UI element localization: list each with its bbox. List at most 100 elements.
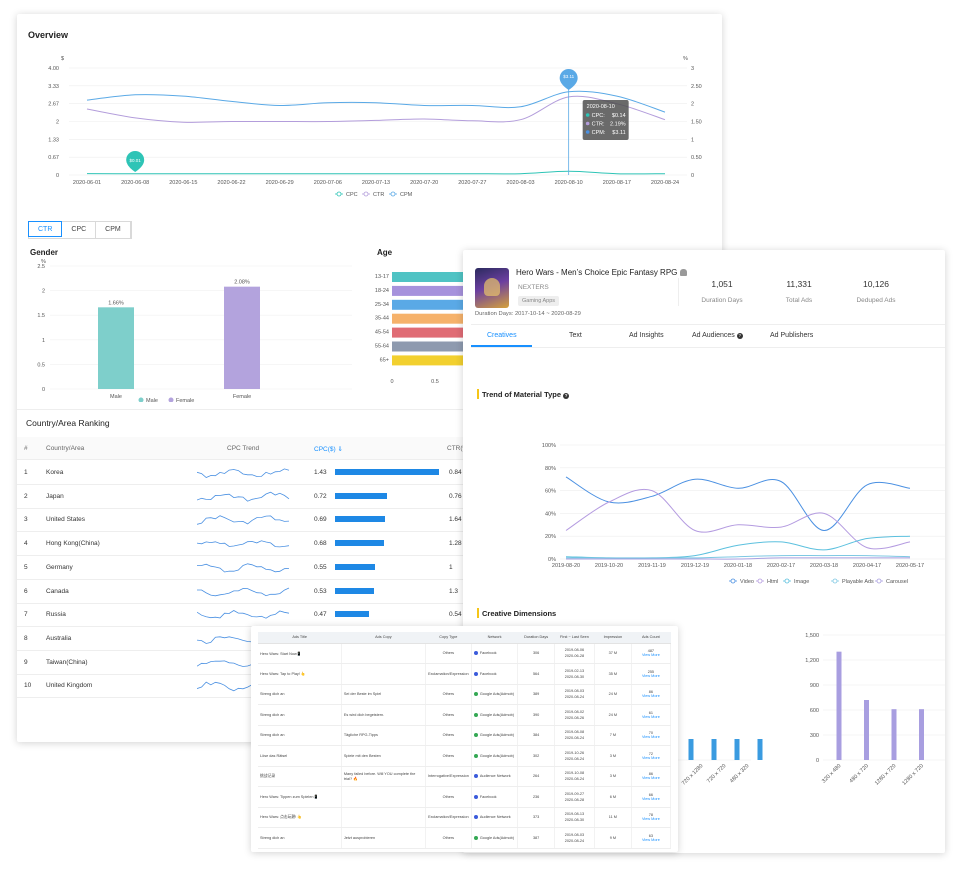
country-name[interactable]: Hong Kong(China) <box>46 540 100 548</box>
country-name[interactable]: United States <box>46 516 86 524</box>
cpc-value: 1.43 <box>314 469 327 476</box>
tab-cpm[interactable]: CPM <box>96 222 131 238</box>
table-row[interactable]: 6 Canada 0.53 1.3 <box>17 580 722 604</box>
tab-cpc[interactable]: CPC <box>62 222 97 238</box>
ads-count-cell: 72 View More <box>631 745 672 767</box>
col-ctr[interactable]: CTR(% <box>447 445 469 452</box>
col-cpc-trend: CPC Trend <box>227 445 260 452</box>
country-name[interactable]: United Kingdom <box>46 682 93 690</box>
country-name[interactable]: Germany <box>46 563 73 571</box>
table-row[interactable]: Hero Wars: Start Now📱 Others Facebook 306 20… <box>258 643 672 664</box>
col-cpc[interactable]: CPC($) ⇓ <box>314 445 343 453</box>
help-icon[interactable]: ? <box>563 393 570 399</box>
tab-ad-insights[interactable]: Ad Insights <box>629 332 664 339</box>
table-row[interactable]: 2 Japan 0.72 0.76 <box>17 485 722 509</box>
y-tick: 100% <box>542 443 556 449</box>
app-name[interactable]: Hero Wars - Men’s Choice Epic Fantasy RP… <box>516 268 687 277</box>
country-name[interactable]: Australia <box>46 634 72 642</box>
rank-number: 1 <box>24 469 28 476</box>
y-tick: 0 <box>816 758 819 764</box>
tab-ad-audiences[interactable]: Ad Audiences ? <box>692 332 743 339</box>
table-row[interactable]: Hero Wars: Tippen zum Spielen📱 Others Face… <box>258 786 672 808</box>
y-tick: 25-34 <box>375 302 389 308</box>
ads-count-cell: 86 View More <box>631 766 672 787</box>
table-row[interactable]: 5 Germany 0.55 1 <box>17 556 722 580</box>
series-line-cpc <box>86 170 666 175</box>
table-row[interactable]: Streng dich an Es wird dich begeistern. Ot… <box>258 704 672 726</box>
tab-text[interactable]: Text <box>569 332 582 339</box>
help-icon[interactable]: ? <box>736 333 743 339</box>
facebook-icon <box>473 651 478 656</box>
view-more-link[interactable]: View More <box>641 735 660 740</box>
legend-label: Playable Ads <box>842 579 874 585</box>
gender-bar-chart[interactable]: %2.5 2 1.5 1 0.5 0 1.66% Male 2.08% Female Male Fem… <box>17 257 357 402</box>
dimension-bar <box>711 739 717 760</box>
view-more-link[interactable]: View More <box>641 776 660 781</box>
stats-divider <box>678 278 679 306</box>
duration-text: Duration Days: 2017-10-14 ~ 2020-08-29 <box>475 311 581 317</box>
table-row[interactable]: 挑战记录 Many failed before. Will YOU complet… <box>258 766 672 787</box>
country-name[interactable]: Canada <box>46 587 69 595</box>
x-tick: 2020-08-10 <box>555 180 583 186</box>
ad-copy <box>341 643 426 664</box>
view-more-link[interactable]: View More <box>641 673 660 678</box>
view-more-link[interactable]: View More <box>641 755 660 760</box>
tooltip-dot <box>585 121 590 126</box>
legend-label: Video <box>740 579 754 585</box>
ads-count: 66 <box>648 792 653 797</box>
trend-title: Trend of Material Type ? <box>482 390 570 399</box>
view-more-link[interactable]: View More <box>641 796 660 801</box>
pin-high-label: $3.11 <box>563 74 574 79</box>
ad-copy: Spiele mit den Besten <box>341 745 426 767</box>
dimensions-title-bar <box>477 608 479 618</box>
view-more-link[interactable]: View More <box>641 714 660 719</box>
table-row[interactable]: Streng dich an Tägliche RPG-Tipps Others Go… <box>258 725 672 746</box>
table-row[interactable]: 1 Korea 1.43 0.84 <box>17 461 722 485</box>
table-row[interactable]: Streng dich an Sei der Beste im Spiel Othe… <box>258 684 672 705</box>
impression: 3 M <box>594 766 632 787</box>
bar-value-label: 1.66% <box>108 300 124 306</box>
overview-line-chart[interactable]: $ % 4.00 3 3.33 2.50 2.67 2 2 1.50 1.33 1 0.67 0.50 0 0… <box>17 48 722 218</box>
ad-copy: Jetzt ausprobieren <box>341 827 426 849</box>
series-line <box>565 555 911 559</box>
table-row[interactable]: Hero Wars: 点击玩耕! 👆 Exclamation/Expression… <box>258 807 672 828</box>
trend-title-label: Trend of Material Type <box>482 390 562 399</box>
age-bar-chart[interactable]: 13-17 18-24 25-34 35-44 45-54 55-64 65+ 0 0.5 <box>362 269 467 389</box>
tab-creatives[interactable]: Creatives <box>487 332 517 339</box>
cpc-bar <box>335 492 388 499</box>
y-right-tick: 1 <box>691 137 694 143</box>
table-row[interactable]: Hero Wars: Tap to Play! 👆 Exclamation/Exp… <box>258 663 672 685</box>
country-name[interactable]: Japan <box>46 492 64 500</box>
stat-total-ads-label: Total Ads <box>785 297 813 304</box>
col-country[interactable]: Country/Area <box>46 445 85 452</box>
map-pin-icon <box>126 151 145 172</box>
tab-ad-publishers[interactable]: Ad Publishers <box>770 332 814 339</box>
tooltip-value: $0.14 <box>612 113 626 119</box>
table-row[interactable]: Streng dich an Jetzt ausprobieren Others Go… <box>258 827 672 849</box>
view-more-link[interactable]: View More <box>641 653 660 658</box>
tab-ctr[interactable]: CTR <box>28 221 63 237</box>
country-name[interactable]: Korea <box>46 469 64 476</box>
table-row[interactable]: 4 Hong Kong(China) 0.68 1.28 <box>17 532 722 557</box>
copy-type: Others <box>425 745 472 767</box>
series-line <box>565 476 911 532</box>
x-tick: 2019-11-19 <box>638 563 666 569</box>
table-row[interactable]: Löse das Rätsel Spiele mit den Besten Othe… <box>258 745 672 767</box>
th-network: Network <box>471 632 518 644</box>
ad-copy: Tägliche RPG-Tipps <box>341 725 426 746</box>
view-more-link[interactable]: View More <box>641 694 660 699</box>
first-seen: 2019-09-27 <box>564 791 585 796</box>
country-name[interactable]: Taiwan(China) <box>46 658 88 666</box>
ctr-value: 0.84 <box>449 469 462 476</box>
publisher-name[interactable]: NEXTERS <box>518 284 549 291</box>
view-more-link[interactable]: View More <box>641 817 660 822</box>
table-row[interactable]: 3 United States 0.69 1.64 <box>17 508 722 533</box>
material-trend-chart[interactable]: 100% 80% 60% 40% 20% 0%2019-08-20 2019-10-20 20… <box>463 435 945 590</box>
country-name[interactable]: Russia <box>46 611 66 619</box>
ctr-value: 1.64 <box>449 516 462 524</box>
view-more-link[interactable]: View More <box>641 837 660 842</box>
sort-down-icon[interactable]: ⇓ <box>337 446 343 453</box>
app-icon <box>475 268 509 308</box>
app-name-label: Hero Wars - Men’s Choice Epic Fantasy RP… <box>516 268 678 277</box>
